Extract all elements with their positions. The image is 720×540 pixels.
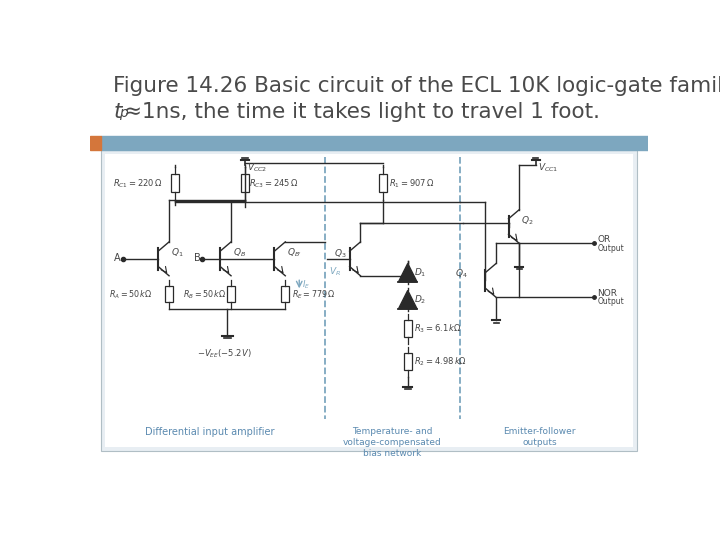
Text: Output: Output (598, 298, 624, 307)
Text: $R_1=907\,\Omega$: $R_1=907\,\Omega$ (389, 177, 435, 190)
Polygon shape (398, 264, 417, 282)
Text: $R_E=779\,\Omega$: $R_E=779\,\Omega$ (292, 288, 335, 300)
Text: $Q_B$: $Q_B$ (233, 246, 246, 259)
Text: $R_B=50\,k\Omega$: $R_B=50\,k\Omega$ (183, 288, 226, 300)
Text: $R_{C1}=220\,\Omega$: $R_{C1}=220\,\Omega$ (113, 177, 163, 190)
Text: ≈1ns, the time it takes light to travel 1 foot.: ≈1ns, the time it takes light to travel … (124, 102, 600, 122)
Text: Emitter-follower
outputs: Emitter-follower outputs (503, 427, 576, 447)
Bar (241, 174, 249, 192)
Text: $R_{C3}=245\,\Omega$: $R_{C3}=245\,\Omega$ (249, 177, 299, 190)
Text: $I_E$: $I_E$ (302, 279, 310, 291)
Text: $V_{CC1}$: $V_{CC1}$ (538, 162, 559, 174)
Text: t: t (113, 102, 122, 122)
Text: $D_1$: $D_1$ (414, 266, 426, 279)
Text: $V_R$: $V_R$ (329, 265, 341, 278)
Bar (379, 174, 387, 192)
Bar (228, 286, 235, 302)
Text: B: B (194, 253, 201, 263)
Text: Differential input amplifier: Differential input amplifier (145, 427, 275, 437)
Bar (101, 137, 648, 150)
Bar (165, 286, 173, 302)
Bar (282, 286, 289, 302)
Text: $-V_{EE}(-5.2\,V)$: $-V_{EE}(-5.2\,V)$ (197, 347, 253, 360)
Polygon shape (398, 291, 417, 309)
Text: Temperature- and
voltage-compensated
bias network: Temperature- and voltage-compensated bia… (343, 427, 441, 458)
Text: A: A (114, 253, 121, 263)
Text: OR: OR (598, 235, 611, 244)
Text: $R_A=50\,k\Omega$: $R_A=50\,k\Omega$ (109, 288, 153, 300)
Bar (171, 174, 179, 192)
Text: NOR: NOR (598, 289, 618, 298)
Text: Output: Output (598, 244, 624, 253)
Text: $Q_2$: $Q_2$ (521, 214, 534, 227)
Text: $V_{CC2}$: $V_{CC2}$ (248, 162, 268, 174)
Text: $Q_4$: $Q_4$ (456, 268, 468, 280)
Bar (404, 320, 412, 337)
Text: p: p (120, 106, 128, 120)
Bar (101, 150, 637, 450)
Bar (104, 154, 634, 447)
Text: $Q_3$: $Q_3$ (334, 248, 347, 260)
Bar (404, 353, 412, 370)
Text: $D_2$: $D_2$ (414, 293, 426, 306)
Text: $R_2=4.98\,k\Omega$: $R_2=4.98\,k\Omega$ (414, 356, 467, 368)
Text: $Q_{B'}$: $Q_{B'}$ (287, 246, 302, 259)
Bar (90, 137, 101, 150)
Text: Figure 14.26 Basic circuit of the ECL 10K logic-gate family: Figure 14.26 Basic circuit of the ECL 10… (113, 76, 720, 96)
Text: $R_3=6.1\,k\Omega$: $R_3=6.1\,k\Omega$ (414, 323, 462, 335)
Text: $Q_1$: $Q_1$ (171, 246, 183, 259)
